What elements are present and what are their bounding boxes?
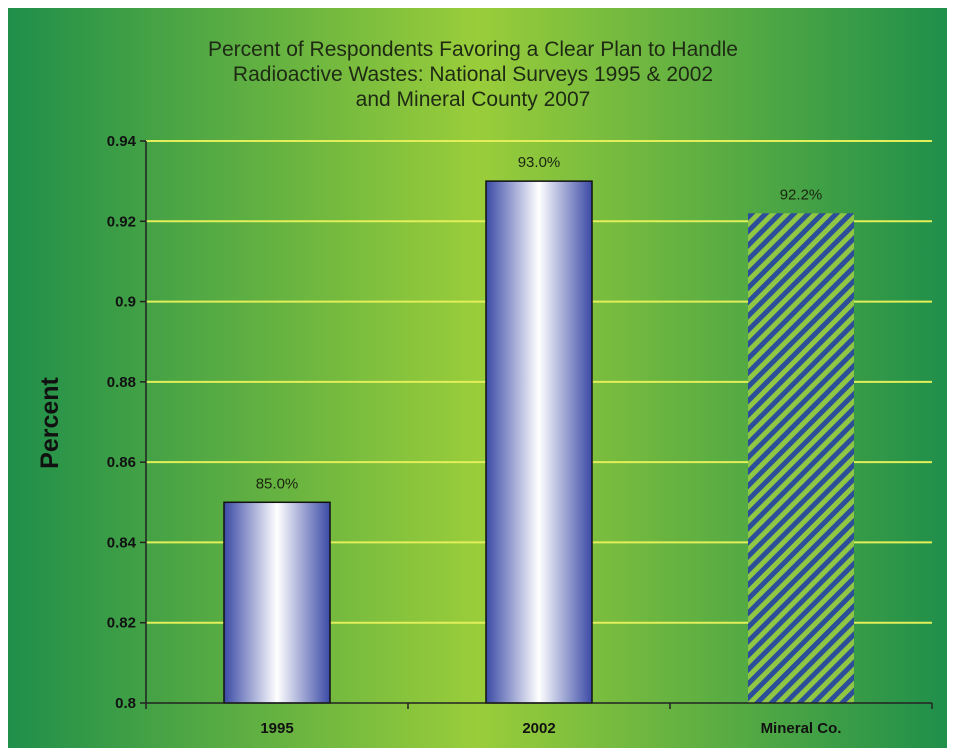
- title-line-1: Percent of Respondents Favoring a Clear …: [208, 38, 738, 61]
- y-tick-label: 0.84: [107, 534, 137, 551]
- y-tick-label: 0.82: [107, 615, 136, 632]
- data-label: 85.0%: [256, 475, 299, 492]
- y-tick-label: 0.92: [107, 213, 136, 230]
- y-axis-label: Percent: [36, 376, 64, 468]
- y-tick-label: 0.8: [115, 695, 136, 712]
- data-labels: 85.0% 93.0% 92.2%: [256, 154, 823, 492]
- data-label: 93.0%: [518, 154, 561, 171]
- bar-mineral-co: [748, 213, 854, 703]
- x-category-label: Mineral Co.: [761, 720, 842, 737]
- axes: [145, 141, 933, 709]
- y-axis-ticks: 0.8 0.82 0.84 0.86 0.88 0.9 0.92 0.94: [107, 133, 146, 712]
- x-category-label: 1995: [260, 720, 293, 737]
- x-category-label: 2002: [522, 720, 555, 737]
- data-label: 92.2%: [780, 186, 823, 203]
- bar-2002: [485, 180, 593, 704]
- y-tick-label: 0.86: [107, 454, 136, 471]
- y-tick-label: 0.88: [107, 374, 136, 391]
- bars: [223, 180, 854, 704]
- y-tick-label: 0.9: [115, 294, 136, 311]
- x-axis-categories: 1995 2002 Mineral Co.: [260, 720, 841, 737]
- title-line-2: Radioactive Wastes: National Surveys 199…: [233, 63, 713, 86]
- y-tick-label: 0.94: [107, 133, 137, 150]
- bar-1995: [223, 501, 331, 704]
- chart-title: Percent of Respondents Favoring a Clear …: [208, 38, 738, 111]
- title-line-3: and Mineral County 2007: [356, 88, 591, 111]
